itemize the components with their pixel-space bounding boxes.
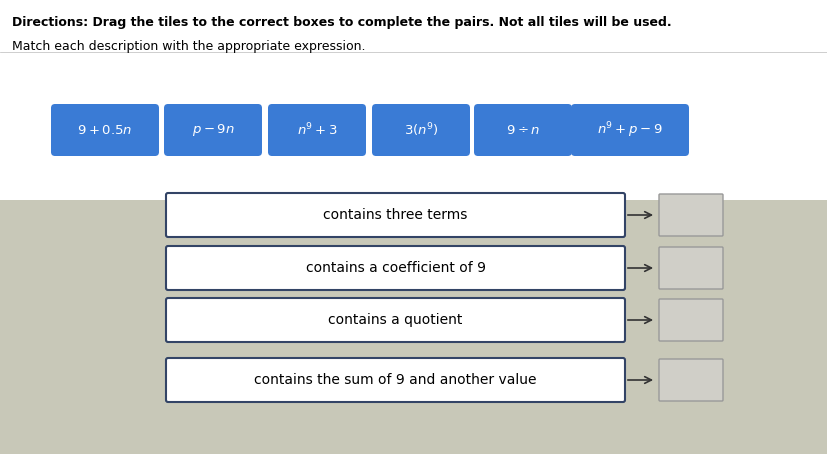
FancyBboxPatch shape — [571, 104, 689, 156]
Text: Directions: Drag the tiles to the correct boxes to complete the pairs. Not all t: Directions: Drag the tiles to the correc… — [12, 16, 672, 29]
FancyBboxPatch shape — [474, 104, 572, 156]
Text: contains a quotient: contains a quotient — [328, 313, 462, 327]
FancyBboxPatch shape — [659, 299, 723, 341]
FancyBboxPatch shape — [268, 104, 366, 156]
Text: Match each description with the appropriate expression.: Match each description with the appropri… — [12, 40, 366, 53]
Text: $3(n^9)$: $3(n^9)$ — [404, 121, 438, 139]
Text: $n^9 + p - 9$: $n^9 + p - 9$ — [597, 120, 662, 140]
Text: contains three terms: contains three terms — [323, 208, 468, 222]
FancyBboxPatch shape — [166, 193, 625, 237]
FancyBboxPatch shape — [166, 246, 625, 290]
FancyBboxPatch shape — [372, 104, 470, 156]
Text: $p - 9n$: $p - 9n$ — [192, 122, 234, 138]
FancyBboxPatch shape — [659, 247, 723, 289]
Text: $9 + 0.5n$: $9 + 0.5n$ — [78, 123, 132, 137]
FancyBboxPatch shape — [164, 104, 262, 156]
FancyBboxPatch shape — [51, 104, 159, 156]
Bar — [0, 0, 827, 200]
FancyBboxPatch shape — [659, 194, 723, 236]
Text: contains a coefficient of 9: contains a coefficient of 9 — [305, 261, 485, 275]
Text: contains the sum of 9 and another value: contains the sum of 9 and another value — [254, 373, 537, 387]
FancyBboxPatch shape — [659, 359, 723, 401]
FancyBboxPatch shape — [166, 358, 625, 402]
Text: $n^9 + 3$: $n^9 + 3$ — [297, 122, 337, 138]
Text: $9 \div n$: $9 \div n$ — [506, 123, 540, 137]
FancyBboxPatch shape — [166, 298, 625, 342]
Bar — [0, 200, 827, 454]
